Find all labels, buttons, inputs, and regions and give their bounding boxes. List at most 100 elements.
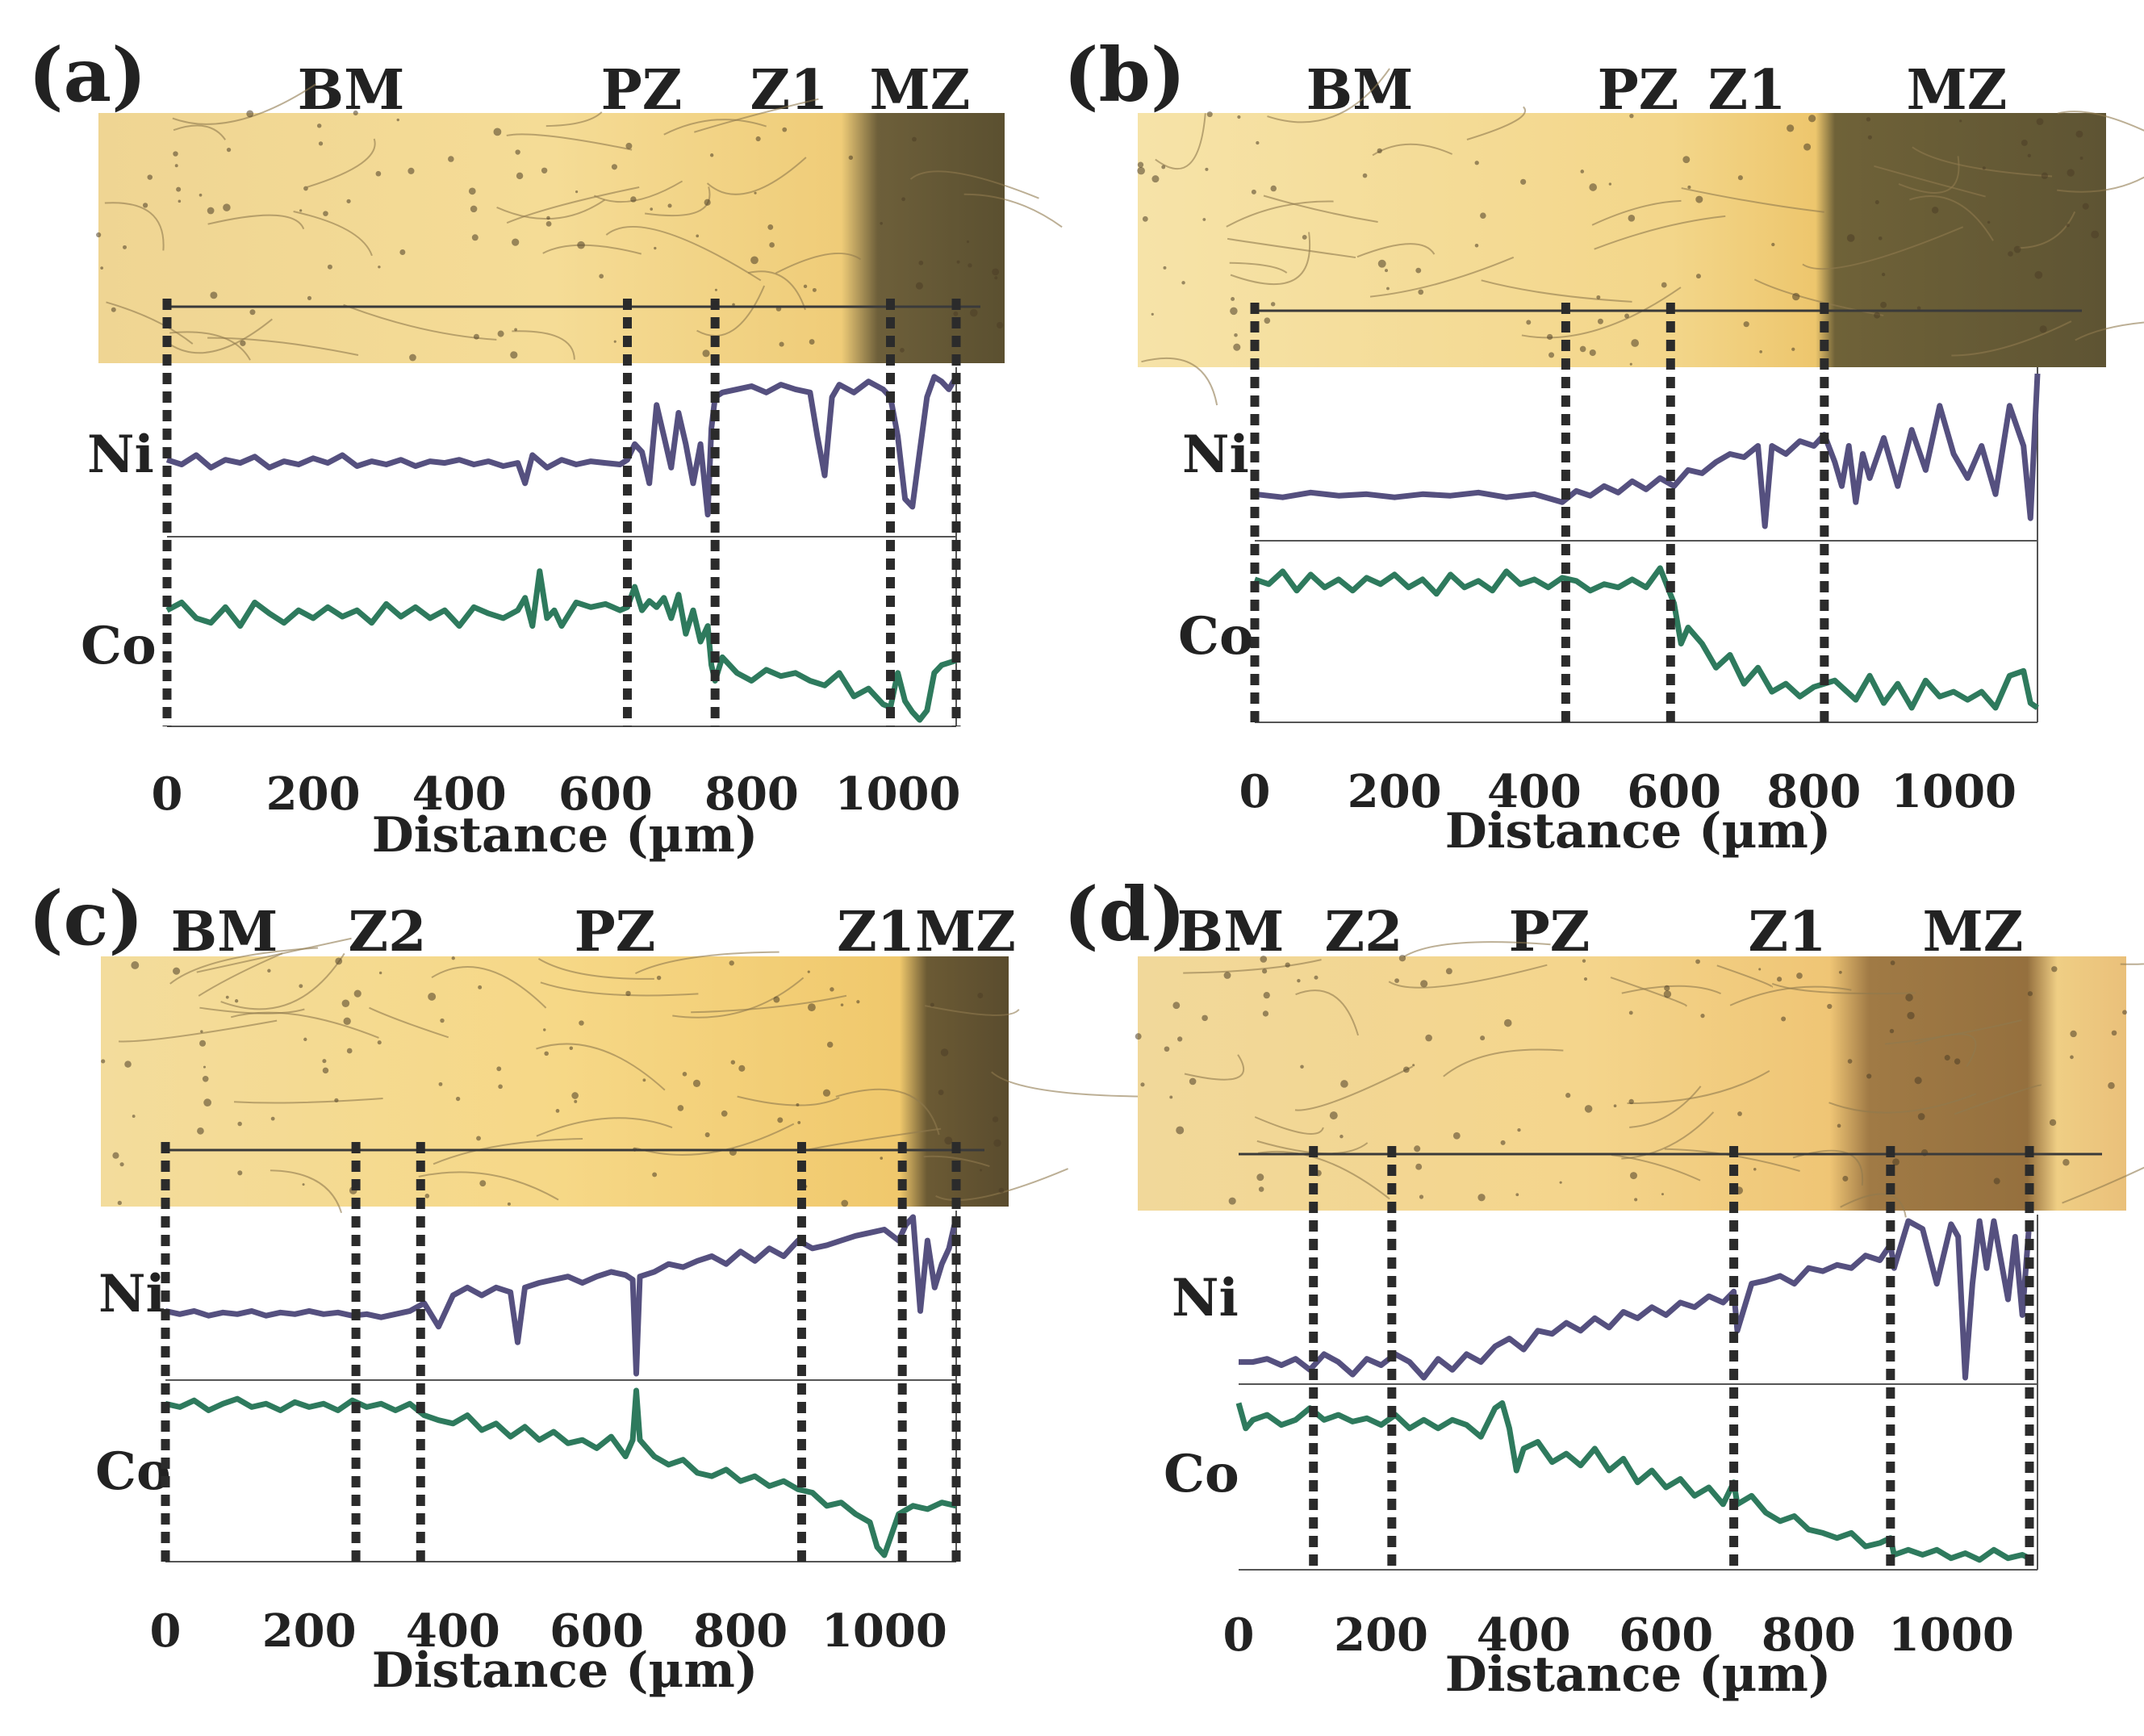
precipitate [797, 1121, 801, 1124]
precipitate [880, 1157, 884, 1160]
precipitate [197, 1127, 204, 1135]
precipitate [455, 1096, 461, 1102]
precipitate [1172, 1002, 1181, 1010]
precipitate [1362, 173, 1368, 178]
micrograph-image [101, 956, 1009, 1207]
grain-boundary [963, 193, 1063, 228]
precipitate [2091, 230, 2100, 239]
zone-label: BM [171, 900, 278, 964]
grain-boundary [1954, 1084, 2042, 1115]
panel-label: (a) [28, 31, 147, 119]
precipitate [1661, 1193, 1664, 1196]
precipitate [577, 241, 585, 249]
precipitate [322, 1067, 329, 1074]
precipitate [1892, 1158, 1900, 1166]
precipitate [1135, 1033, 1142, 1040]
precipitate [730, 1060, 736, 1065]
precipitate [1687, 185, 1691, 189]
precipitate [1520, 178, 1527, 185]
grain-boundary [1227, 237, 1356, 259]
x-tick-label: 1000 [1891, 765, 2017, 818]
precipitate [1412, 1064, 1415, 1067]
grain-boundary [1912, 146, 2053, 178]
x-tick-label: 0 [152, 768, 183, 821]
precipitate [682, 1072, 688, 1077]
precipitate [1480, 212, 1486, 219]
precipitate [1776, 977, 1782, 982]
grain-boundary [496, 199, 606, 220]
precipitate [335, 957, 343, 965]
x-tick-label: 1000 [1888, 1608, 2014, 1662]
grain-boundary [1267, 68, 1390, 123]
precipitate [1314, 975, 1319, 980]
zone-label: BM [1306, 58, 1414, 123]
x-tick-label: 0 [1239, 765, 1271, 818]
co-label: Co [95, 1441, 171, 1502]
precipitate [1297, 978, 1301, 983]
precipitate [237, 1170, 243, 1176]
precipitate [203, 1065, 207, 1069]
precipitate [303, 1037, 307, 1042]
ni-label: Ni [1182, 425, 1249, 485]
precipitate [267, 968, 271, 973]
precipitate [1151, 312, 1154, 316]
x-tick-label: 0 [1223, 1608, 1255, 1662]
grain-boundary [1594, 215, 1726, 250]
precipitate [575, 190, 579, 194]
precipitate [956, 260, 960, 264]
grain-boundary [536, 1043, 666, 1091]
grain-boundary [1254, 1116, 1324, 1135]
precipitate [307, 295, 312, 300]
precipitate [1189, 1077, 1197, 1086]
precipitate [1695, 274, 1701, 279]
precipitate [334, 1098, 339, 1102]
precipitate [1914, 1077, 1922, 1085]
precipitate [1663, 990, 1672, 998]
precipitate [1548, 352, 1555, 358]
precipitate [173, 151, 178, 157]
grain-boundary [230, 1011, 379, 1039]
precipitate [479, 1180, 487, 1187]
precipitate [1628, 1098, 1634, 1105]
grain-boundary [1621, 1111, 1715, 1160]
precipitate [225, 995, 229, 999]
precipitate [2079, 157, 2083, 160]
precipitate [1737, 1111, 1742, 1116]
precipitate [1164, 1046, 1170, 1052]
precipitate [2082, 203, 2089, 210]
precipitate [977, 992, 984, 998]
x-tick-label: 800 [1762, 1608, 1856, 1662]
grain-boundary [1443, 1048, 1564, 1077]
precipitate [1176, 1126, 1185, 1135]
precipitate [900, 348, 905, 353]
grain-boundary [1629, 1086, 1702, 1128]
precipitate [302, 1183, 305, 1186]
precipitate [200, 1030, 203, 1033]
precipitate [1398, 955, 1406, 962]
precipitate [375, 170, 382, 177]
precipitate [1842, 1175, 1849, 1182]
co-label: Co [81, 616, 157, 676]
precipitate [704, 1132, 710, 1138]
precipitate [1583, 977, 1588, 981]
grain-boundary [1388, 964, 1548, 989]
zone-label: MZ [870, 58, 971, 123]
precipitate [1264, 317, 1271, 324]
precipitate [541, 167, 548, 174]
x-tick-label: 600 [558, 768, 653, 821]
precipitate [2051, 966, 2058, 973]
grain-boundary [1771, 982, 1916, 995]
grain-boundary [1884, 1019, 2022, 1045]
x-tick-label: 800 [1766, 765, 1861, 818]
zone-label: Z2 [1325, 900, 1403, 964]
precipitate [754, 191, 757, 195]
precipitate [1737, 175, 1743, 181]
precipitate [809, 339, 815, 345]
grain-boundary [293, 211, 373, 257]
precipitate [1579, 345, 1586, 353]
precipitate [2039, 325, 2047, 333]
grain-boundary [506, 133, 633, 151]
precipitate [438, 1081, 443, 1086]
grain-boundary [775, 252, 862, 274]
precipitate [1258, 1186, 1264, 1192]
